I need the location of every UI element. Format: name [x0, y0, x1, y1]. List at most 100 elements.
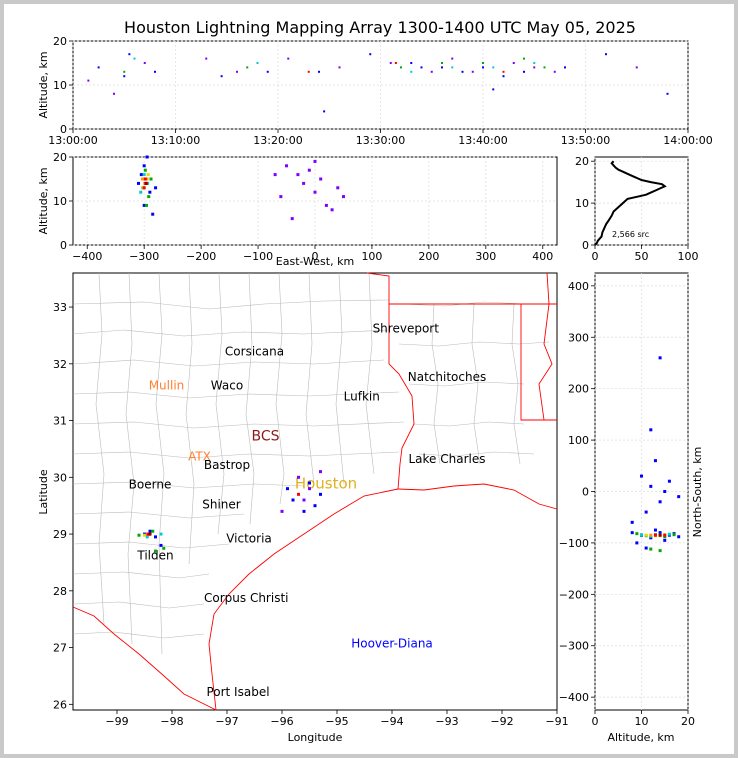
lightning-source-point [307, 168, 311, 172]
lightning-source-point [461, 70, 464, 73]
map-city-label: Shiner [202, 498, 241, 512]
lightning-source-point [139, 190, 143, 194]
p2-xtick-label: 200 [418, 250, 439, 263]
lightning-source-point [451, 66, 454, 69]
lightning-source-point [635, 66, 638, 69]
p2-xtick-label: 300 [475, 250, 496, 263]
p1-xtick-label: 13:50:00 [561, 134, 610, 147]
p4-xtick-label: −96 [270, 715, 293, 728]
lightning-source-point [142, 164, 146, 168]
ew-height-panel: Altitude, km East-West, km −400 −300 −200 −… [37, 151, 558, 268]
map-city-label: Boerne [129, 478, 172, 492]
ns-height-ylabel: North-South, km [691, 447, 704, 538]
map-city-label: Shreveport [373, 322, 440, 336]
p5-ytick-label: 300 [568, 331, 589, 344]
lightning-source-point [341, 195, 345, 199]
lightning-source-point [410, 70, 413, 73]
time-height-panel: Altitude, km 13:00:00 13:10:00 13:20:00 13:… [37, 35, 713, 147]
lightning-source-point [649, 533, 653, 537]
p5-xtick-label: 20 [681, 715, 695, 728]
map-city-label: Natchitoches [408, 370, 486, 384]
lightning-source-point [144, 181, 148, 185]
p5-ytick-label: −200 [559, 588, 589, 601]
lightning-source-point [564, 66, 566, 69]
lightning-source-point [441, 62, 443, 64]
lightning-source-point [630, 531, 634, 535]
lightning-source-point [145, 535, 149, 539]
lightning-source-point [658, 500, 662, 504]
p4-ytick-label: 26 [53, 698, 67, 711]
p2-ytick-label: 0 [60, 239, 67, 252]
lightning-source-point [653, 533, 657, 537]
lightning-source-point [502, 70, 505, 73]
p1-xtick-label: 13:10:00 [151, 134, 200, 147]
lightning-source-point [441, 66, 443, 69]
p3-ytick-label: 0 [582, 239, 589, 252]
map-city-label: Houston [295, 475, 357, 493]
p4-xtick-label: −95 [325, 715, 348, 728]
lightning-source-point [313, 190, 317, 194]
alt-histogram-panel: 0 50 100 0 10 20 2,566 src [575, 155, 699, 263]
lightning-source-point [143, 62, 146, 64]
p4-xtick-label: −94 [380, 715, 403, 728]
lightning-source-point [302, 181, 306, 185]
lightning-source-point [287, 57, 290, 60]
p3-ytick-label: 20 [575, 155, 589, 168]
p2-xtick-label: 100 [361, 250, 382, 263]
p5-ytick-label: 0 [582, 486, 589, 499]
lightning-source-point [410, 62, 413, 64]
p2-xtick-label: −400 [72, 250, 102, 263]
p1-ytick-label: 10 [53, 79, 67, 92]
lightning-source-point [319, 492, 322, 496]
lightning-source-point [146, 173, 150, 177]
lightning-source-point [308, 481, 311, 485]
lightning-source-point [296, 173, 300, 177]
lightning-source-point [220, 75, 223, 78]
lightning-source-point [154, 535, 157, 539]
lightning-source-point [145, 177, 149, 181]
figure-title: Houston Lightning Mapping Array 1300-140… [124, 18, 636, 37]
lightning-source-point [123, 70, 126, 73]
lightning-source-point [144, 203, 148, 207]
lightning-source-point [142, 186, 146, 190]
lightning-source-point [663, 490, 667, 493]
lightning-source-point [319, 177, 323, 181]
lightning-source-point [482, 62, 484, 64]
time-height-ylabel: Altitude, km [37, 51, 50, 118]
lightning-source-point [140, 177, 144, 181]
plan-view-panel: Shreveport Corsicana Natchitoches Mullin Wac… [37, 272, 569, 744]
lightning-source-point [285, 164, 289, 168]
map-city-label: Hoover-Diana [351, 637, 433, 651]
figure: Houston Lightning Mapping Array 1300-140… [4, 4, 734, 754]
lightning-source-point [147, 195, 151, 199]
lightning-source-point [512, 62, 515, 64]
lightning-source-point [307, 70, 310, 73]
lightning-source-point [533, 66, 536, 69]
p2-xtick-label: −100 [243, 250, 273, 263]
lightning-source-point [133, 57, 136, 60]
lightning-source-point [273, 173, 277, 177]
lightning-source-point [369, 53, 372, 56]
lightning-source-point [139, 173, 143, 177]
lightning-source-point [97, 66, 100, 69]
map-city-label: Mullin [149, 378, 185, 392]
lightning-source-point [159, 532, 163, 536]
lightning-source-point [151, 529, 155, 533]
p1-xtick-label: 13:30:00 [356, 134, 405, 147]
lightning-source-point [640, 533, 643, 537]
alt-histogram-line [594, 160, 667, 246]
lightning-source-point [318, 70, 320, 73]
lightning-source-point [672, 533, 676, 537]
plan-view-ylabel: Latitude [37, 469, 50, 515]
p3-xtick-label: 0 [592, 250, 599, 263]
p3-xtick-label: 100 [678, 250, 699, 263]
lightning-source-point [523, 57, 525, 60]
map-city-label: Tilden [136, 549, 173, 563]
lightning-source-point [482, 66, 484, 69]
p2-ytick-label: 20 [53, 151, 67, 164]
lightning-source-point [290, 217, 294, 221]
lightning-source-point [297, 492, 300, 496]
lightning-source-point [123, 75, 126, 78]
map-city-label: ATX [188, 449, 211, 463]
lightning-source-point [658, 533, 662, 537]
